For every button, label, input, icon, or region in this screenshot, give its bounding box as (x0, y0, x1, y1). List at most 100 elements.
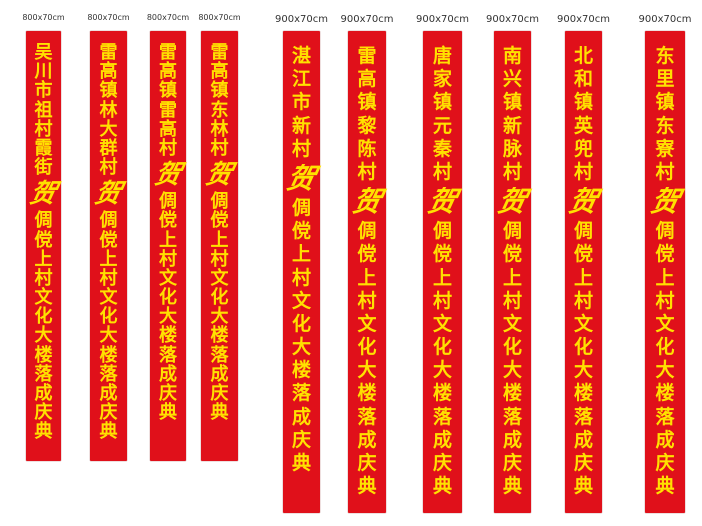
event-char: 落 (34, 363, 53, 385)
place-char: 北 (573, 45, 593, 67)
event-char: 村 (357, 289, 377, 312)
event-char: 傥 (573, 243, 593, 266)
event-char: 大 (159, 306, 177, 328)
place-char: 元 (432, 114, 452, 137)
event-name: 倜傥上村文化大楼落成庆典 (655, 220, 674, 498)
banner-column: 800x70cm 吴川市祖村霞街贺倜傥上村文化大楼落成庆典 (22, 0, 65, 526)
event-name: 倜傥上村文化大楼落成庆典 (433, 220, 452, 498)
event-char: 典 (34, 421, 53, 443)
banner-column: 900x70cm 北和镇英兜村贺倜傥上村文化大楼落成庆典 (557, 0, 610, 526)
event-char: 成 (502, 428, 522, 451)
event-char: 庆 (34, 402, 53, 424)
place-char: 雷 (210, 42, 229, 63)
event-char: 村 (432, 289, 452, 312)
event-char: 大 (357, 359, 377, 382)
banner-column: 900x70cm 湛江市新村贺倜傥上村文化大楼落成庆典 (275, 0, 328, 526)
red-banner: 雷高镇林大群村贺倜傥上村文化大楼落成庆典 (90, 31, 127, 461)
event-char: 傥 (432, 243, 452, 266)
event-char: 文 (432, 312, 452, 335)
event-char: 化 (502, 336, 522, 359)
place-char: 英 (573, 114, 593, 137)
banner-column: 800x70cm 雷高镇林大群村贺倜傥上村文化大楼落成庆典 (87, 0, 130, 526)
red-banner: 北和镇英兜村贺倜傥上村文化大楼落成庆典 (565, 31, 602, 513)
place-char: 黎 (357, 114, 377, 137)
event-char: 成 (655, 428, 675, 451)
event-char: 傥 (502, 243, 522, 266)
event-char: 大 (432, 359, 452, 382)
event-char: 化 (357, 336, 377, 359)
congrats-glyph: 贺 (151, 160, 185, 191)
event-name: 倜傥上村文化大楼落成庆典 (357, 220, 376, 498)
red-banner: 南兴镇新脉村贺倜傥上村文化大楼落成庆典 (494, 31, 531, 513)
event-char: 倜 (502, 220, 522, 243)
banner-column: 900x70cm 东里镇东寮村贺倜傥上村文化大楼落成庆典 (639, 0, 691, 526)
place-char: 街 (34, 157, 53, 179)
congrats-glyph: 贺 (425, 185, 461, 219)
event-char: 大 (34, 325, 53, 347)
event-char: 倜 (99, 210, 118, 232)
event-char: 化 (655, 336, 675, 359)
event-char: 大 (573, 359, 593, 382)
place-char: 村 (357, 160, 377, 183)
place-char: 新 (291, 114, 311, 137)
red-banner: 雷高镇东林村贺倜傥上村文化大楼落成庆典 (201, 31, 238, 461)
event-char: 上 (655, 266, 675, 289)
event-char: 落 (655, 405, 675, 428)
event-char: 文 (291, 289, 311, 312)
place-char: 群 (99, 137, 118, 159)
place-char: 村 (34, 118, 53, 140)
size-label: 800x70cm (22, 13, 65, 22)
place-char: 家 (432, 68, 452, 91)
event-char: 傥 (357, 243, 377, 266)
event-char: 化 (34, 306, 53, 328)
place-name: 雷高镇林大群村 (99, 43, 118, 178)
banner-text-column: 南兴镇新脉村贺倜傥上村文化大楼落成庆典 (494, 45, 531, 498)
place-char: 镇 (432, 91, 452, 114)
event-char: 庆 (502, 452, 522, 474)
place-char: 市 (34, 80, 53, 102)
place-char: 村 (291, 137, 311, 160)
place-char: 霞 (34, 137, 53, 159)
event-char: 上 (34, 248, 53, 270)
place-char: 镇 (502, 91, 522, 114)
banner-text-column: 雷高镇东林村贺倜傥上村文化大楼落成庆典 (201, 42, 238, 423)
event-char: 典 (655, 475, 675, 498)
place-char: 川 (34, 61, 53, 83)
size-label: 800x70cm (198, 13, 241, 22)
place-char: 雷 (159, 42, 177, 63)
event-char: 文 (357, 312, 377, 335)
place-char: 镇 (210, 80, 229, 102)
place-char: 村 (573, 160, 593, 183)
banner-column: 900x70cm 雷高镇黎陈村贺倜傥上村文化大楼落成庆典 (341, 0, 393, 526)
event-char: 典 (432, 475, 452, 498)
event-char: 落 (291, 382, 311, 405)
event-name: 倜傥上村文化大楼落成庆典 (159, 192, 177, 422)
event-char: 大 (210, 306, 229, 328)
place-char: 村 (502, 160, 522, 183)
event-char: 大 (291, 336, 311, 359)
place-name: 南兴镇新脉村 (503, 45, 522, 184)
place-char: 湛 (291, 45, 311, 67)
event-char: 化 (573, 336, 593, 359)
event-char: 落 (432, 405, 452, 428)
place-char: 高 (210, 61, 229, 83)
event-char: 傥 (655, 243, 675, 266)
size-label: 800x70cm (146, 13, 190, 22)
event-char: 村 (655, 289, 675, 312)
place-char: 村 (655, 160, 675, 183)
red-banner: 湛江市新村贺倜傥上村文化大楼落成庆典 (283, 31, 320, 513)
banner-column: 900x70cm 唐家镇元秦村贺倜傥上村文化大楼落成庆典 (416, 0, 469, 526)
place-char: 江 (291, 68, 311, 91)
place-char: 和 (573, 68, 593, 91)
place-char: 唐 (432, 45, 452, 67)
event-char: 傥 (291, 220, 311, 243)
banner-text-column: 雷高镇黎陈村贺倜傥上村文化大楼落成庆典 (348, 45, 386, 498)
banner-column: 800x70cm 雷高镇东林村贺倜傥上村文化大楼落成庆典 (198, 0, 241, 526)
place-name: 东里镇东寮村 (655, 45, 674, 184)
congrats-glyph: 贺 (349, 185, 385, 219)
event-name: 倜傥上村文化大楼落成庆典 (503, 220, 522, 498)
event-char: 成 (34, 383, 53, 404)
place-char: 兜 (573, 137, 593, 160)
event-char: 典 (357, 475, 377, 498)
event-char: 楼 (210, 325, 229, 347)
